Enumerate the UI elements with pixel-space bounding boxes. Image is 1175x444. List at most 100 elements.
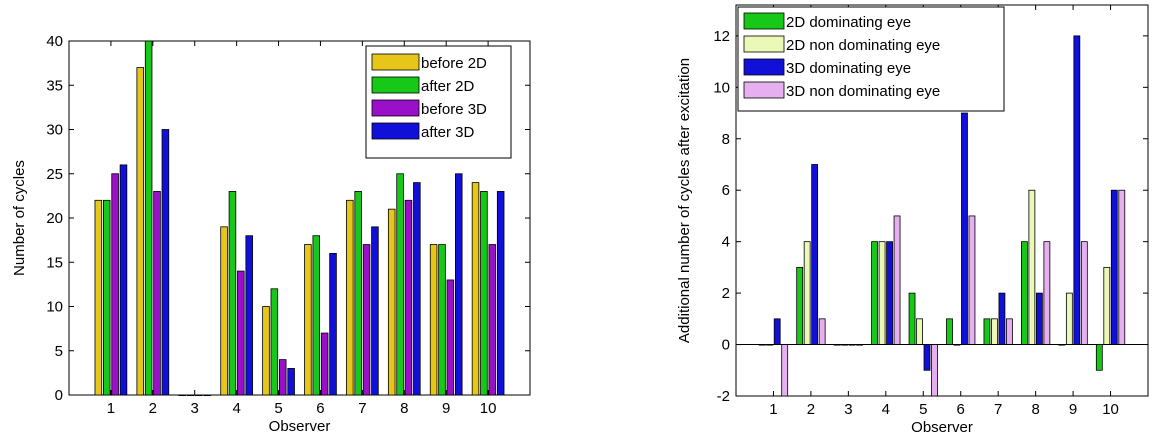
x-tick-label: 1 — [107, 400, 115, 417]
legend-swatch-4 — [743, 81, 785, 99]
y-tick-label: 10 — [713, 79, 730, 96]
y-tick-label: 0 — [55, 387, 63, 404]
bar-4-series-1 — [220, 226, 228, 396]
bar-6-series-2 — [312, 235, 321, 396]
bar-8-series-2 — [1028, 189, 1036, 345]
x-tick-label: 5 — [919, 401, 927, 418]
bar-8-series-4 — [413, 182, 421, 396]
x-tick-label: 2 — [807, 401, 815, 418]
bar-8-series-1 — [387, 208, 396, 396]
bar-1-series-1 — [94, 199, 103, 396]
bar-4-series-4 — [245, 235, 253, 396]
bar-10-series-2 — [480, 191, 488, 396]
bar-6-series-4 — [968, 215, 976, 345]
legend-label-3: before 3D — [421, 101, 487, 118]
bar-7-series-3 — [998, 292, 1006, 345]
y-axis-label: Number of cycles — [11, 160, 28, 276]
bar-4-series-1 — [871, 241, 878, 345]
x-tick-label: 4 — [232, 400, 240, 417]
bar-7-series-3 — [362, 244, 371, 396]
bar-4-series-3 — [237, 270, 245, 396]
x-tick-label: 4 — [882, 401, 890, 418]
bar-10-series-3 — [488, 244, 497, 396]
y-axis-label: Additional number of cycles after excita… — [676, 58, 693, 343]
y-tick-label: 10 — [46, 299, 63, 316]
legend-swatch-1 — [743, 12, 785, 30]
bar-5-series-4 — [931, 344, 938, 397]
bar-7-series-4 — [1006, 318, 1013, 345]
x-tick-label: 10 — [1102, 401, 1119, 418]
bar-10-series-2 — [1103, 266, 1111, 345]
bar-6-series-1 — [304, 244, 312, 396]
bar-5-series-1 — [262, 306, 270, 396]
bar-2-series-2 — [144, 40, 153, 396]
bar-1-series-4 — [781, 344, 789, 397]
bar-8-series-4 — [1043, 241, 1051, 345]
y-tick-label: 6 — [722, 182, 730, 199]
y-tick-label: 20 — [46, 210, 63, 227]
bar-2-series-4 — [161, 129, 170, 396]
y-tick-label: 40 — [46, 33, 63, 50]
bar-10-series-1 — [471, 182, 480, 396]
bar-5-series-3 — [923, 344, 931, 371]
bar-4-series-4 — [893, 215, 901, 345]
x-tick-label: 6 — [316, 400, 324, 417]
y-tick-label: 12 — [713, 28, 730, 45]
bar-2-series-1 — [796, 266, 804, 345]
bar-1-series-4 — [119, 164, 128, 396]
legend-label-4: after 3D — [421, 124, 475, 141]
bar-8-series-2 — [396, 173, 404, 396]
x-tick-label: 9 — [442, 400, 450, 417]
bar-10-series-4 — [1118, 189, 1126, 345]
bar-5-series-1 — [908, 292, 916, 345]
bar-3-series-2 — [186, 394, 195, 397]
x-axis-label: Observer — [269, 418, 331, 435]
y-tick-label: 15 — [46, 254, 63, 271]
bar-2-series-4 — [818, 318, 826, 345]
x-tick-label: 8 — [1031, 401, 1039, 418]
x-axis-label: Observer — [911, 419, 973, 436]
bar-10-series-3 — [1110, 189, 1118, 345]
bar-1-series-2 — [102, 199, 111, 396]
y-tick-label: 5 — [55, 343, 63, 360]
x-tick-label: 10 — [480, 400, 497, 417]
bar-1-series-3 — [111, 173, 119, 396]
y-tick-label: 8 — [722, 131, 730, 148]
legend-label-3: 3D dominating eye — [786, 60, 911, 77]
bar-5-series-2 — [916, 318, 923, 345]
bar-10-series-1 — [1095, 344, 1103, 371]
bar-5-series-3 — [278, 359, 287, 396]
legend-label-4: 3D non dominating eye — [786, 83, 940, 100]
y-tick-label: -2 — [717, 388, 730, 405]
bar-9-series-4 — [1080, 241, 1088, 345]
bar-2-series-1 — [136, 67, 144, 396]
y-tick-label: 2 — [722, 285, 730, 302]
legend-swatch-2 — [743, 35, 785, 53]
bar-9-series-3 — [1073, 35, 1081, 345]
plot-frame — [735, 4, 1149, 397]
x-tick-label: 7 — [358, 400, 366, 417]
x-tick-label: 3 — [191, 400, 199, 417]
bar-4-series-2 — [228, 191, 237, 396]
bar-9-series-4 — [454, 173, 463, 396]
legend-label-2: 2D non dominating eye — [786, 37, 940, 54]
x-tick-label: 7 — [994, 401, 1002, 418]
bar-6-series-4 — [329, 252, 337, 396]
bar-4-series-2 — [878, 241, 886, 345]
bar-6-series-3 — [320, 332, 329, 396]
y-tick-label: 35 — [46, 77, 63, 94]
bar-2-series-2 — [803, 241, 811, 345]
bar-6-series-1 — [946, 318, 953, 345]
bar-7-series-1 — [346, 199, 354, 396]
y-tick-label: 4 — [722, 234, 730, 251]
bar-10-series-4 — [496, 191, 505, 396]
bar-2-series-3 — [153, 191, 161, 396]
bar-9-series-2 — [1065, 292, 1073, 345]
legend-swatch-3 — [743, 58, 785, 76]
x-tick-label: 3 — [844, 401, 852, 418]
bar-7-series-2 — [991, 318, 998, 345]
x-tick-label: 1 — [769, 401, 777, 418]
y-tick-label: 30 — [46, 122, 63, 139]
x-tick-label: 5 — [274, 400, 282, 417]
